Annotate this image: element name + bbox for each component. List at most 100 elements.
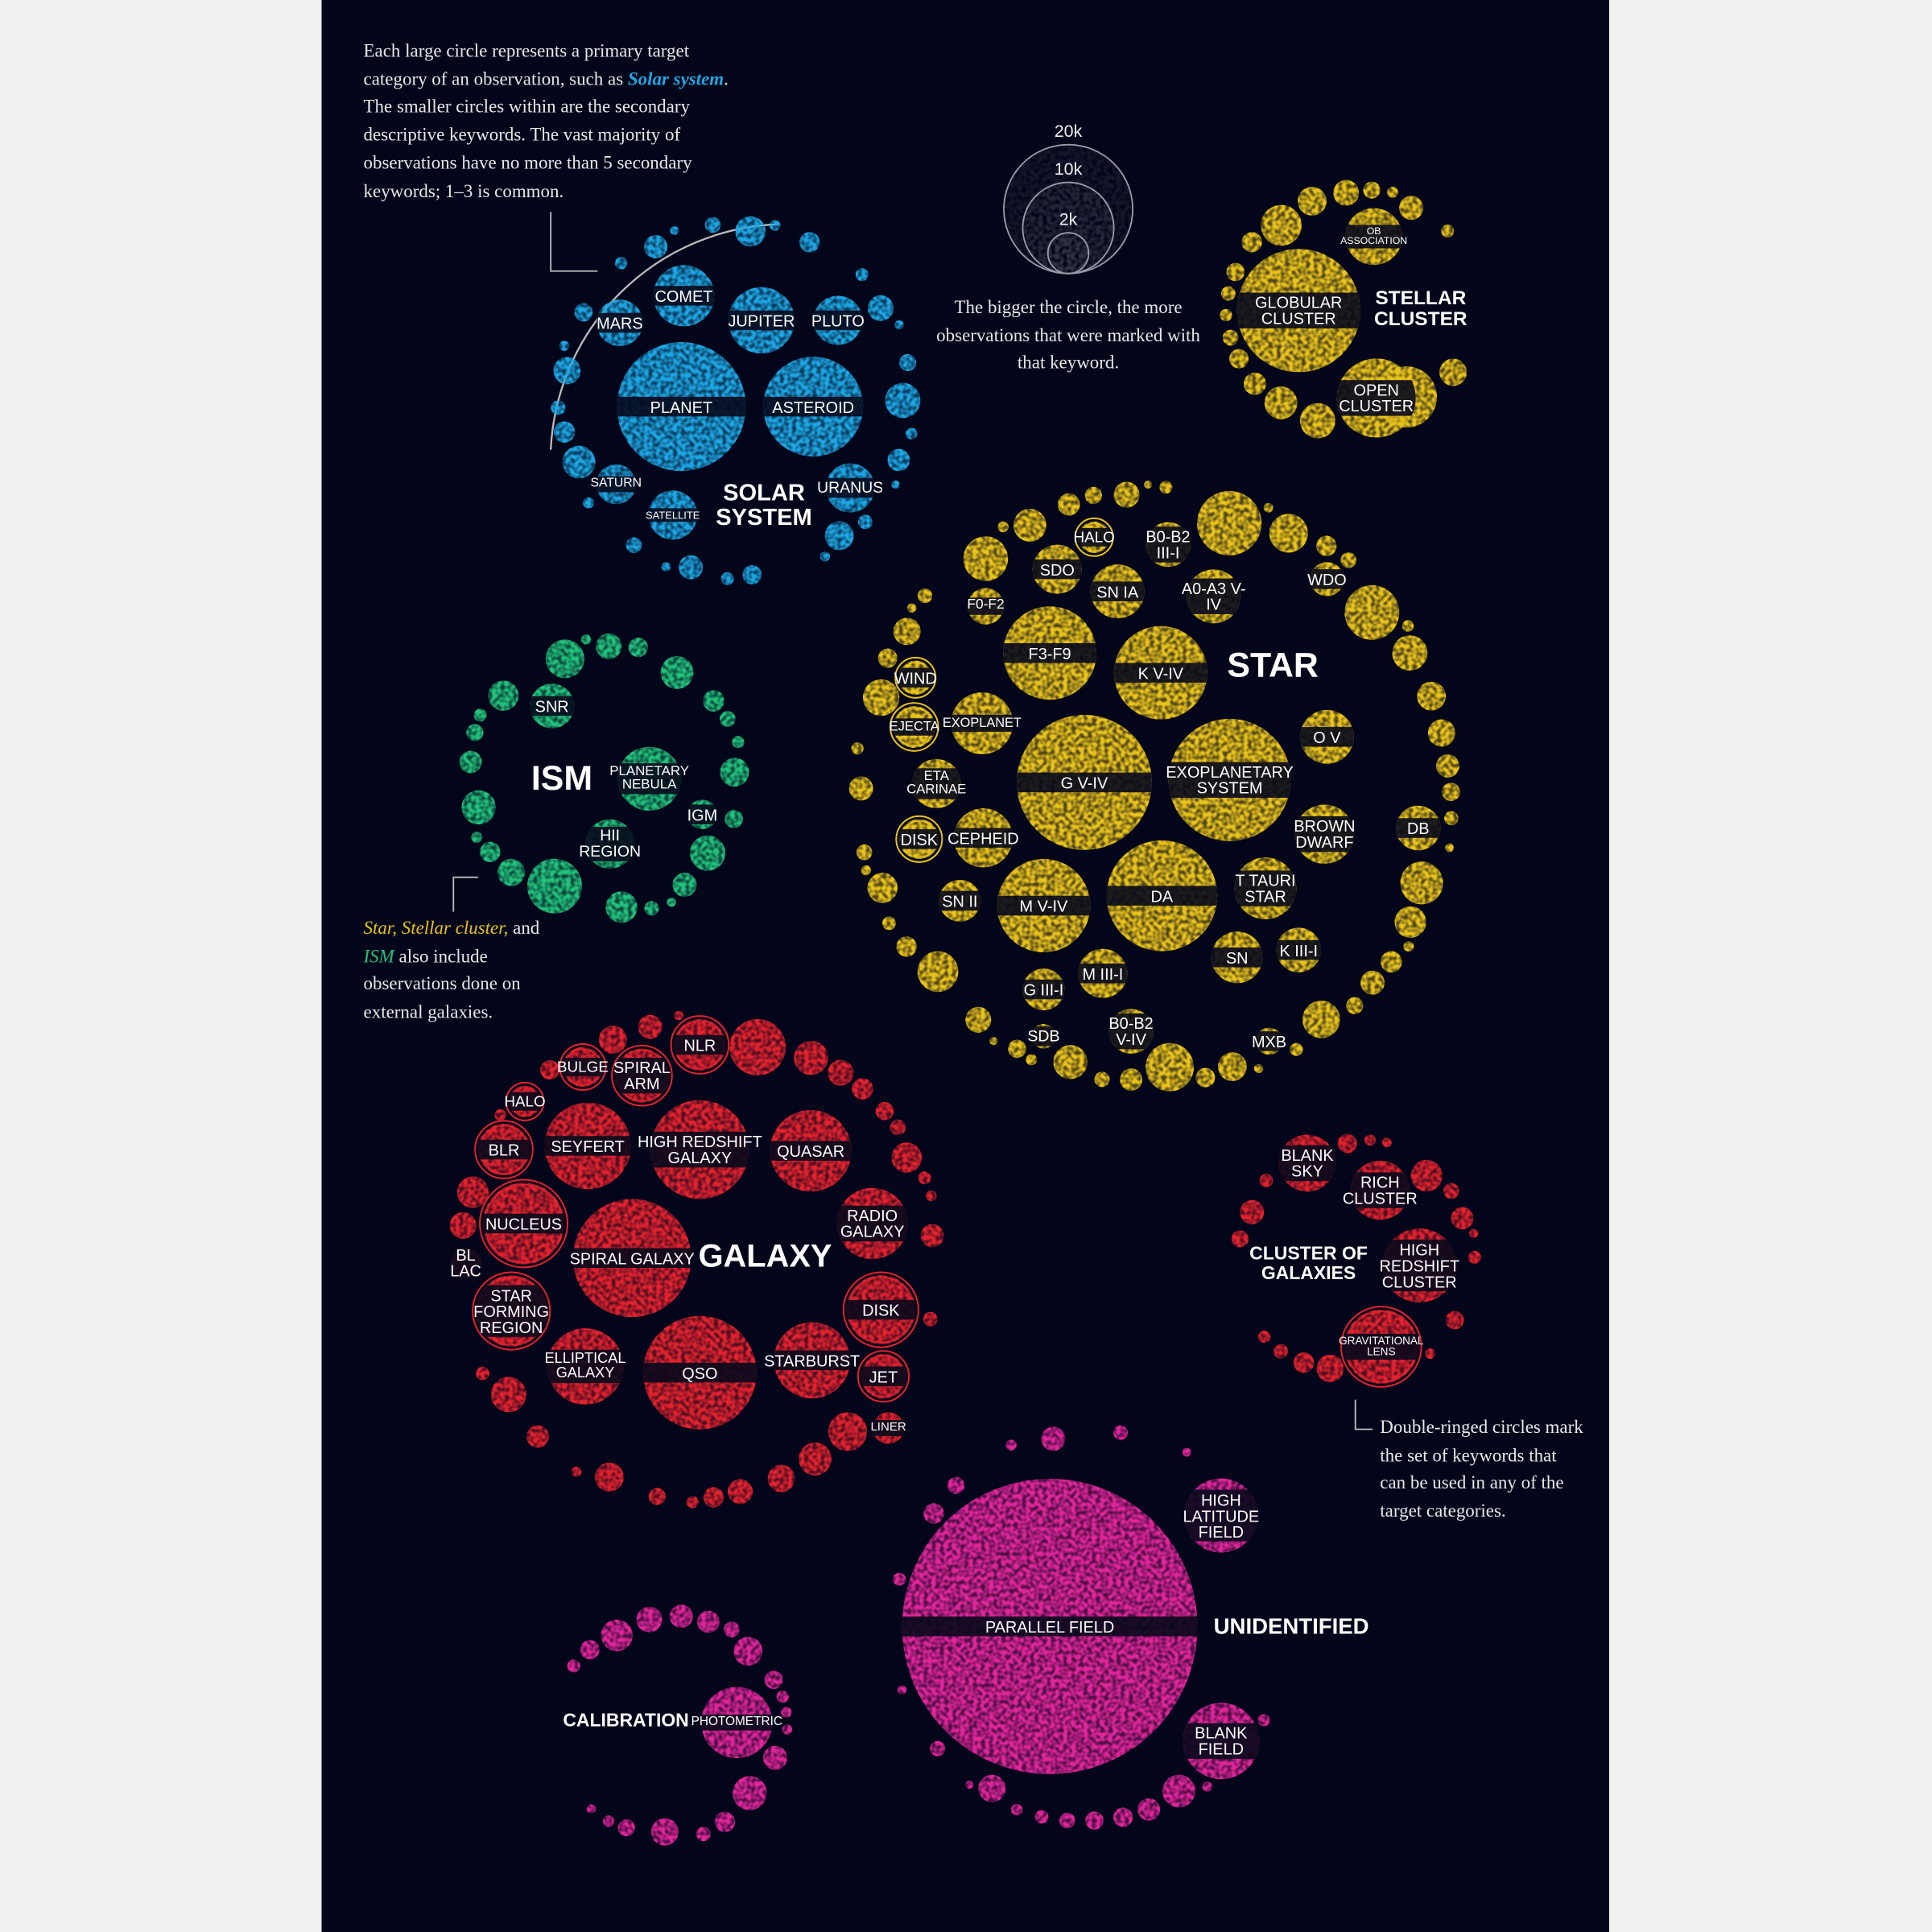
keyword-circle <box>762 1745 787 1770</box>
keyword-circle <box>1381 951 1402 973</box>
keyword-label: WIND <box>894 668 937 687</box>
circle-texture <box>1346 997 1364 1014</box>
circle-texture <box>894 320 904 330</box>
keyword-label-box: SDB <box>1027 1027 1059 1042</box>
keyword-label-box: DISK <box>900 829 939 848</box>
keyword-label: SDO <box>1039 559 1075 579</box>
intro-text: . The smaller circles within are the sec… <box>363 69 729 202</box>
category-label-box: UNIDENTIFIED <box>1214 1614 1369 1637</box>
keyword-label-box: SN II <box>942 893 977 909</box>
keyword-circle <box>1417 681 1447 711</box>
category-label: CLUSTER OF GALAXIES <box>1249 1243 1368 1284</box>
circle-texture <box>780 1707 792 1718</box>
keyword-label-wrap: SN IA <box>1083 555 1153 629</box>
circle-texture <box>1197 490 1262 555</box>
keyword-label: OB ASSOCIATION <box>1340 225 1408 247</box>
label-band <box>953 828 1013 848</box>
keyword-circle <box>1293 1352 1315 1373</box>
keyword-label: HIGH REDSHIFT GALAXY <box>637 1132 762 1167</box>
circle-texture <box>644 901 659 916</box>
keyword-label-box: WDO <box>1307 569 1347 588</box>
keyword-circle <box>1394 906 1426 939</box>
circle-texture <box>1228 349 1249 369</box>
double-ring <box>559 1043 607 1092</box>
label-band <box>902 1616 1198 1637</box>
circle-texture <box>1113 481 1140 508</box>
circle-texture <box>1008 1039 1026 1059</box>
keyword-label: SEYFERT <box>551 1136 625 1155</box>
intro-connector <box>550 212 598 272</box>
keyword-circle <box>917 951 959 993</box>
circle-texture <box>896 936 917 957</box>
circle-texture <box>1220 286 1236 301</box>
keyword-circle <box>1005 1439 1017 1451</box>
keyword-label: EXOPLANETARY SYSTEM <box>1166 762 1294 798</box>
keyword-label: NLR <box>683 1035 716 1055</box>
circle-texture <box>551 400 566 415</box>
circle-texture <box>978 1774 1006 1802</box>
keyword-circle <box>1257 1714 1270 1727</box>
keyword-label: K V-IV <box>1137 663 1184 683</box>
keyword-label: SATELLITE <box>645 508 700 522</box>
circle-texture <box>1340 552 1356 568</box>
keyword-circle <box>567 1659 580 1673</box>
keyword-circle <box>1425 1348 1436 1360</box>
circle-texture <box>1241 232 1262 253</box>
keyword-label-wrap: SNR <box>523 669 581 743</box>
keyword-circle <box>1228 349 1249 369</box>
keyword-circle <box>1231 1230 1249 1248</box>
keyword-circle <box>697 1610 720 1633</box>
keyword-label-wrap: JET <box>854 1340 912 1414</box>
keyword-label-box: OB ASSOCIATION <box>1340 225 1408 247</box>
keyword-circle <box>1008 1039 1026 1059</box>
circle-texture <box>1439 358 1468 386</box>
keyword-label-box: QUASAR <box>777 1143 844 1159</box>
label-band <box>617 396 746 417</box>
double-ring <box>857 1350 910 1403</box>
circle-texture <box>1263 502 1274 513</box>
keyword-label: DISK <box>900 829 939 848</box>
keyword-circle <box>926 1190 937 1202</box>
circle-texture <box>720 711 736 727</box>
circle-texture <box>636 1606 663 1633</box>
keyword-label-wrap: HALO <box>500 1064 549 1138</box>
circle-texture <box>733 1637 763 1666</box>
keyword-circle <box>1041 1426 1066 1451</box>
keyword-label-box: BULGE <box>557 1059 609 1074</box>
legend-fill <box>1047 233 1089 274</box>
keyword-label-box: HALO <box>1074 530 1115 545</box>
keyword-circle <box>1344 584 1400 640</box>
keyword-circle <box>724 810 744 828</box>
keyword-label: ELLIPTICAL GALAXY <box>544 1349 626 1381</box>
circle-texture <box>732 736 745 749</box>
circle-texture <box>661 562 671 572</box>
keyword-label-wrap: ASTEROID <box>749 369 878 444</box>
keyword-label-box: PLUTO <box>811 312 865 328</box>
label-band <box>544 1136 631 1156</box>
keyword-label-box: SPIRAL GALAXY <box>570 1250 695 1266</box>
circle-texture <box>965 1780 974 1790</box>
keyword-circle <box>574 303 593 322</box>
circle-texture <box>776 1690 789 1703</box>
keyword-circle <box>867 873 898 903</box>
keyword-label-wrap: SPIRAL ARM <box>607 1038 677 1113</box>
keyword-circle <box>780 1707 792 1718</box>
circle-texture <box>494 1108 506 1121</box>
keyword-label: WDO <box>1307 569 1347 588</box>
circle-texture <box>1258 1331 1271 1344</box>
keyword-circle <box>767 1464 795 1492</box>
keyword-circle <box>852 1078 873 1100</box>
circle-texture <box>461 790 496 825</box>
keyword-label-wrap: MARS <box>589 286 650 360</box>
label-band <box>1234 870 1297 906</box>
circle-texture <box>703 690 724 712</box>
circle-texture <box>648 1488 666 1505</box>
keyword-circle <box>644 901 659 916</box>
circle-texture <box>1381 1137 1392 1148</box>
circle-texture <box>947 1476 965 1494</box>
keyword-label-box: O V <box>1313 729 1340 745</box>
keyword-label-wrap: BL LAC <box>441 1226 490 1300</box>
keyword-circle <box>920 1224 944 1248</box>
circle-texture <box>614 257 628 270</box>
circle-texture <box>704 217 721 233</box>
